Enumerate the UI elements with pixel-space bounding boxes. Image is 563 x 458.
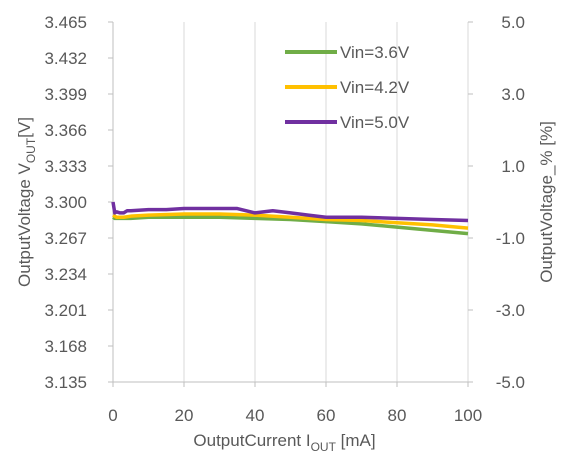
y-axis-right-title: OutputVoltage_% [%] (537, 121, 556, 283)
y-left-tick-label: 3.135 (44, 373, 87, 392)
axis-titles: OutputCurrent IOUT [mA] OutputVoltage VOU… (15, 117, 556, 454)
axes: 3.465 3.432 3.399 3.366 3.333 3.300 3.267 3.234… (44, 13, 525, 425)
x-tick-label: 40 (246, 406, 265, 425)
y-left-tick-label: 3.432 (44, 49, 87, 68)
series-lines (111, 201, 469, 236)
y-right-tick-label: -3.0 (496, 301, 525, 320)
y-axis-left-title: OutputVoltage VOUT[V] (15, 117, 38, 287)
y-right-tick-label: 5.0 (501, 13, 525, 32)
x-axis-title: OutputCurrent IOUT [mA] (193, 431, 375, 453)
series-line-3 (111, 201, 469, 223)
x-tick-label: 100 (454, 406, 482, 425)
legend-label-3: Vin=5.0V (340, 113, 410, 132)
y-left-tick-label: 3.399 (44, 85, 87, 104)
y-right-tick-label: -5.0 (496, 373, 525, 392)
y-right-tick-label: 1.0 (501, 157, 525, 176)
x-tick-label: 60 (317, 406, 336, 425)
x-tick-label: 80 (388, 406, 407, 425)
y-left-tick-label: 3.201 (44, 301, 87, 320)
x-tick-label: 20 (175, 406, 194, 425)
legend-label-2: Vin=4.2V (340, 78, 410, 97)
y-left-tick-label: 3.168 (44, 337, 87, 356)
y-right-tick-label: -1.0 (496, 229, 525, 248)
gridlines (183, 22, 469, 382)
series-line-2 (112, 212, 469, 230)
legend: Vin=3.6V Vin=4.2V Vin=5.0V (285, 43, 410, 132)
y-left-tick-label: 3.300 (44, 193, 87, 212)
y-left-tick-label: 3.234 (44, 265, 87, 284)
y-right-tick-label: 3.0 (501, 85, 525, 104)
y-left-tick-label: 3.366 (44, 121, 87, 140)
y-left-tick-label: 3.333 (44, 157, 87, 176)
x-tick-label: 0 (108, 406, 117, 425)
y-left-tick-label: 3.465 (44, 13, 87, 32)
legend-label-1: Vin=3.6V (340, 43, 410, 62)
y-left-tick-label: 3.267 (44, 229, 87, 248)
